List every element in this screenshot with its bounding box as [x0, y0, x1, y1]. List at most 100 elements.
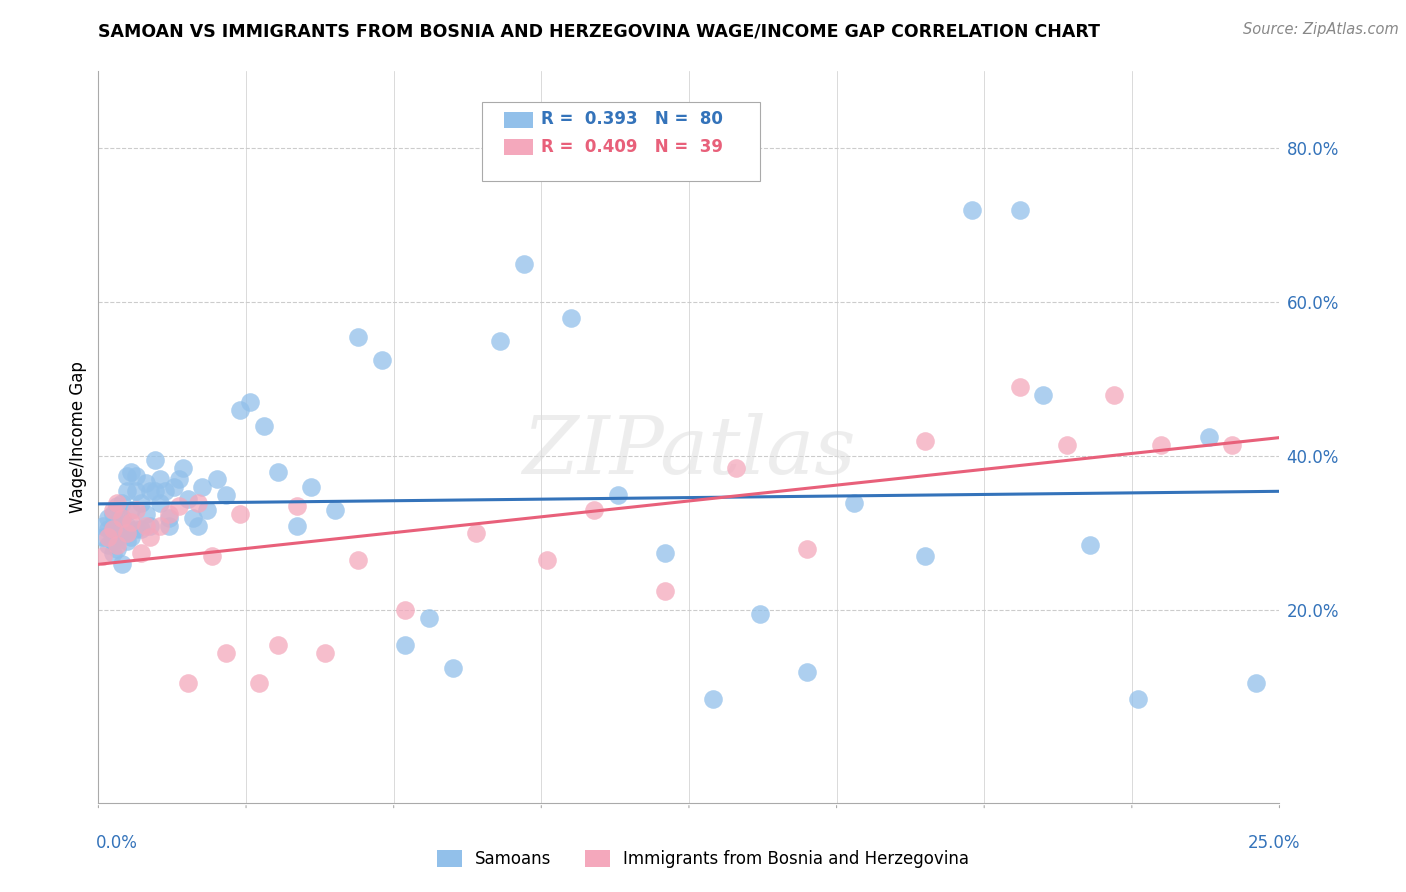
Point	[725, 461, 748, 475]
FancyBboxPatch shape	[503, 112, 533, 128]
Point	[167, 500, 190, 514]
Point	[1220, 438, 1243, 452]
Point	[111, 495, 134, 509]
Text: Source: ZipAtlas.com: Source: ZipAtlas.com	[1243, 22, 1399, 37]
Text: ZIPatlas: ZIPatlas	[522, 413, 856, 491]
Legend: Samoans, Immigrants from Bosnia and Herzegovina: Samoans, Immigrants from Bosnia and Herz…	[430, 843, 976, 875]
Point	[394, 638, 416, 652]
Point	[1008, 202, 1031, 217]
Point	[105, 538, 128, 552]
Point	[121, 503, 143, 517]
Point	[962, 202, 984, 217]
Point	[1056, 438, 1078, 452]
Point	[105, 530, 128, 544]
Point	[97, 538, 120, 552]
Point	[135, 476, 157, 491]
Point	[139, 518, 162, 533]
Point	[702, 691, 724, 706]
Point	[135, 507, 157, 521]
Point	[1008, 380, 1031, 394]
Point	[172, 461, 194, 475]
Point	[135, 518, 157, 533]
Point	[229, 507, 252, 521]
Point	[267, 465, 290, 479]
Point	[105, 541, 128, 556]
Point	[1198, 430, 1220, 444]
Point	[115, 534, 138, 549]
Point	[299, 480, 322, 494]
Point	[125, 468, 148, 483]
Point	[121, 530, 143, 544]
Point	[177, 676, 200, 690]
Point	[314, 646, 336, 660]
Point	[115, 518, 138, 533]
FancyBboxPatch shape	[503, 139, 533, 155]
Point	[91, 549, 114, 564]
Point	[583, 503, 606, 517]
Y-axis label: Wage/Income Gap: Wage/Income Gap	[69, 361, 87, 513]
Point	[1150, 438, 1173, 452]
Point	[394, 603, 416, 617]
Point	[187, 495, 209, 509]
Point	[101, 507, 124, 521]
Point	[101, 526, 124, 541]
Point	[105, 515, 128, 529]
Point	[215, 646, 238, 660]
Point	[111, 511, 134, 525]
Point	[157, 511, 180, 525]
Text: 0.0%: 0.0%	[96, 834, 138, 852]
Point	[347, 553, 370, 567]
Point	[914, 549, 936, 564]
Point	[129, 495, 152, 509]
Point	[125, 523, 148, 537]
Point	[101, 503, 124, 517]
Point	[229, 403, 252, 417]
Point	[157, 507, 180, 521]
Point	[465, 526, 488, 541]
Point	[215, 488, 238, 502]
Point	[115, 468, 138, 483]
Point	[91, 530, 114, 544]
Point	[1032, 388, 1054, 402]
Point	[347, 330, 370, 344]
Point	[418, 611, 440, 625]
Point	[121, 465, 143, 479]
Point	[1080, 538, 1102, 552]
Text: R =  0.409   N =  39: R = 0.409 N = 39	[541, 137, 723, 156]
Point	[125, 483, 148, 498]
Point	[654, 545, 676, 559]
Point	[187, 518, 209, 533]
Point	[796, 541, 818, 556]
Point	[536, 553, 558, 567]
Point	[143, 483, 166, 498]
Text: R =  0.393   N =  80: R = 0.393 N = 80	[541, 110, 723, 128]
Point	[125, 503, 148, 517]
Text: 25.0%: 25.0%	[1249, 834, 1301, 852]
Point	[115, 526, 138, 541]
Point	[195, 503, 218, 517]
Point	[267, 638, 290, 652]
Point	[121, 515, 143, 529]
Point	[285, 518, 308, 533]
Point	[441, 661, 464, 675]
Point	[149, 495, 172, 509]
Point	[654, 584, 676, 599]
Point	[105, 495, 128, 509]
Text: SAMOAN VS IMMIGRANTS FROM BOSNIA AND HERZEGOVINA WAGE/INCOME GAP CORRELATION CHA: SAMOAN VS IMMIGRANTS FROM BOSNIA AND HER…	[98, 22, 1101, 40]
Point	[844, 495, 866, 509]
Point	[139, 483, 162, 498]
Point	[512, 257, 534, 271]
Point	[101, 545, 124, 559]
Point	[101, 534, 124, 549]
Point	[205, 472, 228, 486]
Point	[97, 523, 120, 537]
Point	[371, 353, 394, 368]
Point	[748, 607, 770, 622]
Point	[97, 530, 120, 544]
Point	[253, 418, 276, 433]
Point	[560, 310, 582, 325]
Point	[143, 453, 166, 467]
Point	[101, 518, 124, 533]
Point	[796, 665, 818, 679]
Point	[323, 503, 346, 517]
